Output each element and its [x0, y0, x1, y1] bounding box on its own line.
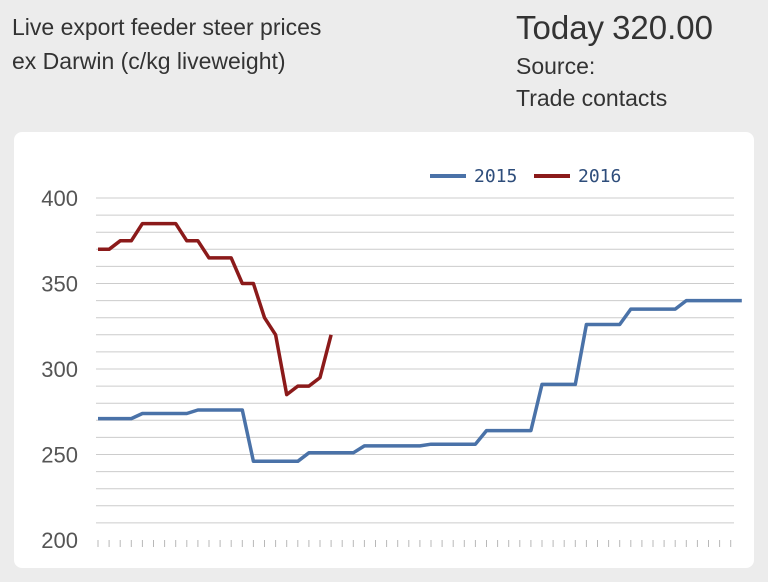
legend-label-2016: 2016 [578, 166, 621, 187]
legend: 2015 2016 [430, 166, 621, 187]
chart-title-line-1: Live export feeder steer prices [12, 14, 322, 40]
today-price: Today 320.00 [516, 6, 762, 50]
y-tick-label: 200 [41, 528, 78, 553]
today-value: 320.00 [612, 9, 713, 46]
header-title-block: Live export feeder steer prices ex Darwi… [12, 10, 442, 78]
y-tick-label: 250 [41, 443, 78, 468]
y-tick-label: 300 [41, 357, 78, 382]
x-axis-ticks [97, 540, 732, 547]
legend-label-2015: 2015 [474, 166, 517, 187]
source-value: Trade contacts [516, 85, 668, 111]
y-tick-label: 350 [41, 272, 78, 297]
today-label: Today [516, 9, 605, 46]
series-line-2016 [98, 221, 333, 397]
y-tick-label: 400 [41, 186, 78, 211]
series-line-2015 [98, 298, 742, 464]
chart-card [14, 132, 754, 568]
series-lines [98, 221, 742, 464]
grid-lines [96, 197, 734, 524]
y-axis-labels: 200 250 300 350 400 [41, 186, 78, 553]
chart-title-line-2: ex Darwin (c/kg liveweight) [12, 48, 286, 74]
header-today-block: Today 320.00 Source: Trade contacts [516, 6, 762, 114]
source-label: Source: [516, 53, 596, 79]
